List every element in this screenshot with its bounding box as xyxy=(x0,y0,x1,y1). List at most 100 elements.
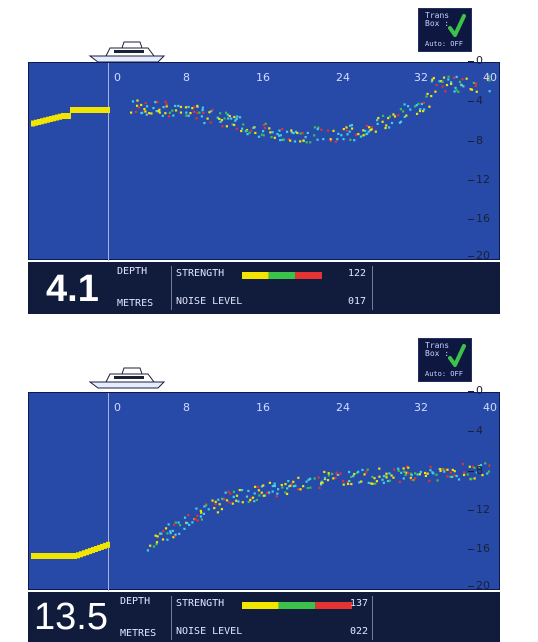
echo-mark xyxy=(292,131,295,135)
echo-mark xyxy=(286,487,289,490)
echo-mark xyxy=(171,529,174,533)
echo-mark xyxy=(268,127,271,130)
echo-mark xyxy=(329,138,332,141)
echo-mark xyxy=(439,469,442,473)
strength-meter xyxy=(242,272,322,279)
echo-mark xyxy=(364,129,367,132)
echo-mark xyxy=(210,110,213,113)
trans-line1: Trans xyxy=(425,11,450,20)
echo-mark xyxy=(218,117,221,121)
echo-mark xyxy=(393,115,397,118)
echo-mark xyxy=(227,490,230,493)
echo-mark xyxy=(332,129,335,132)
echo-mark xyxy=(177,104,180,107)
echo-mark xyxy=(357,132,360,136)
echo-mark xyxy=(403,115,406,119)
echo-mark xyxy=(185,114,188,117)
echo-mark xyxy=(430,94,433,98)
trans-box[interactable]: Trans Box : Auto: OFF xyxy=(418,8,472,52)
echo-mark xyxy=(428,105,431,108)
echo-mark xyxy=(162,106,165,109)
history-mark xyxy=(58,553,62,559)
echo-mark xyxy=(152,545,156,548)
echo-mark xyxy=(240,129,243,133)
echo-mark xyxy=(385,472,388,475)
echo-mark xyxy=(140,111,144,114)
echo-mark xyxy=(440,80,443,83)
trans-box[interactable]: Trans Box : Auto: OFF xyxy=(418,338,472,382)
echo-mark xyxy=(423,108,426,111)
y-tick: 12 xyxy=(468,173,490,186)
echo-mark xyxy=(240,488,244,492)
echo-mark xyxy=(370,128,373,131)
echo-mark xyxy=(435,473,438,476)
echo-mark xyxy=(419,108,422,111)
y-tick: 20 xyxy=(468,579,490,592)
echo-mark xyxy=(263,126,267,130)
echo-mark xyxy=(167,115,171,118)
echo-mark xyxy=(178,532,181,535)
history-mark xyxy=(82,550,86,557)
echo-mark xyxy=(191,521,194,524)
echo-mark xyxy=(318,486,321,489)
echo-mark xyxy=(203,505,206,508)
echo-mark xyxy=(261,130,265,133)
echo-mark xyxy=(339,472,342,475)
echo-mark xyxy=(235,499,238,502)
echo-mark xyxy=(429,469,432,472)
echo-mark xyxy=(359,135,363,138)
echo-mark xyxy=(228,501,231,504)
echo-mark xyxy=(335,471,338,474)
echo-mark xyxy=(432,472,435,475)
echo-mark xyxy=(371,482,374,485)
echo-mark xyxy=(337,473,340,477)
history-mark xyxy=(52,115,56,122)
echo-mark xyxy=(470,88,474,91)
echo-mark xyxy=(398,121,401,124)
echo-mark xyxy=(350,475,353,479)
echo-mark xyxy=(398,480,401,483)
echo-mark xyxy=(257,135,261,138)
noise-label: NOISE LEVEL xyxy=(176,296,243,307)
echo-mark xyxy=(191,106,194,110)
echo-mark xyxy=(323,476,327,480)
noise-value: 017 xyxy=(348,296,367,307)
echo-mark xyxy=(410,473,413,477)
echo-mark xyxy=(409,476,412,480)
echo-mark xyxy=(413,105,417,108)
history-mark xyxy=(64,553,68,559)
echo-mark xyxy=(388,479,391,482)
status-bar: 13.5 DEPTH METRES STRENGTH 137 NOISE LEV… xyxy=(28,592,500,642)
echo-mark xyxy=(252,126,255,130)
echo-mark xyxy=(475,471,478,474)
echo-mark xyxy=(268,481,272,484)
echo-mark xyxy=(455,474,458,478)
echo-mark xyxy=(405,114,408,117)
y-tick: 12 xyxy=(468,503,490,516)
echo-mark xyxy=(461,78,464,81)
echo-mark xyxy=(475,82,478,85)
echo-mark xyxy=(444,468,447,471)
echo-mark xyxy=(484,462,487,465)
echo-mark xyxy=(442,76,446,79)
echo-mark xyxy=(474,84,477,88)
echo-mark xyxy=(336,138,339,141)
echo-mark xyxy=(375,119,379,122)
echo-mark xyxy=(418,473,421,476)
echo-mark xyxy=(198,111,201,114)
history-mark xyxy=(31,120,35,127)
echo-mark xyxy=(342,483,345,486)
history-mark xyxy=(94,107,98,113)
echo-mark xyxy=(313,126,317,129)
echo-mark xyxy=(316,138,319,141)
echo-mark xyxy=(461,462,464,466)
echo-mark xyxy=(271,131,274,134)
echo-mark xyxy=(364,133,367,136)
echo-mark xyxy=(137,106,140,109)
echo-mark xyxy=(457,478,461,481)
echo-mark xyxy=(465,77,468,80)
echo-mark xyxy=(199,509,202,512)
echo-mark xyxy=(276,132,279,136)
echo-mark xyxy=(350,127,354,130)
echo-mark xyxy=(326,479,330,482)
